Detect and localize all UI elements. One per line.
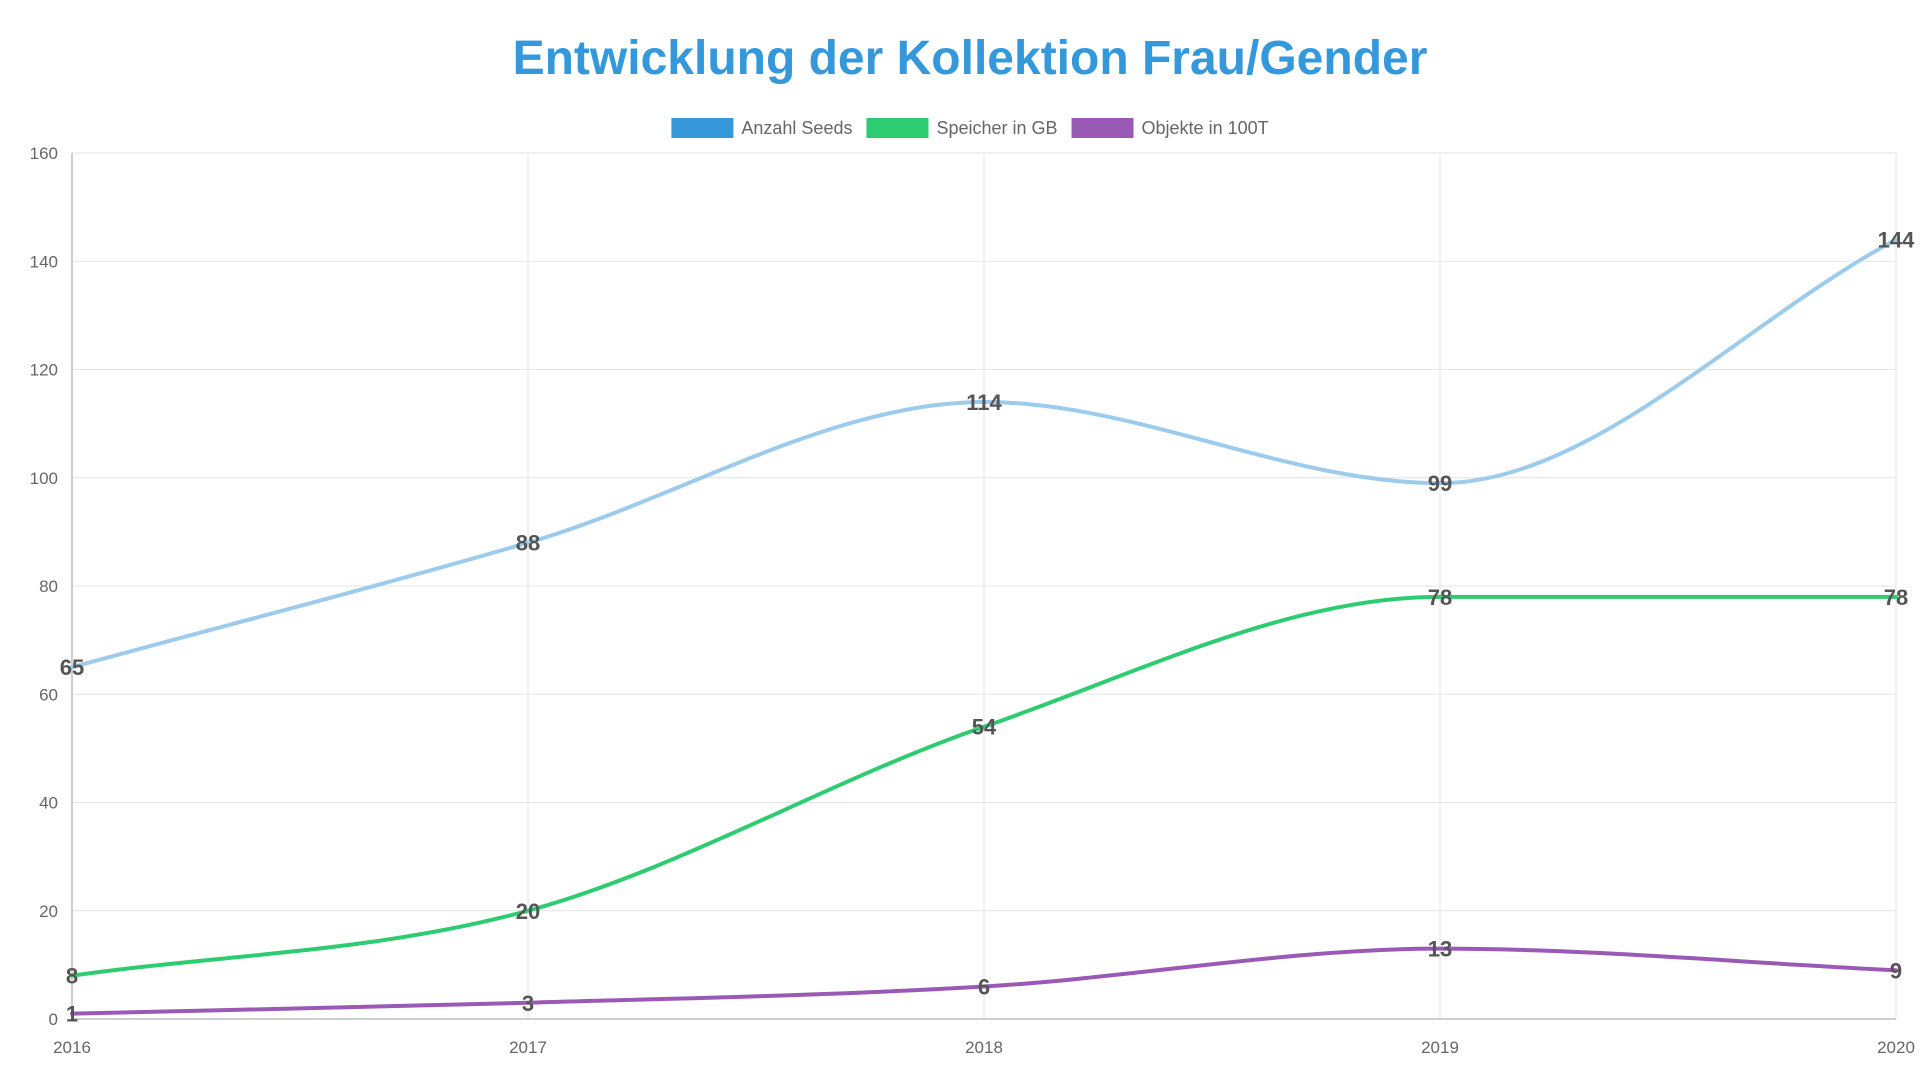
- legend-label: Objekte in 100T: [1142, 118, 1269, 138]
- y-tick-label: 80: [39, 577, 58, 596]
- y-tick-label: 40: [39, 794, 58, 813]
- x-tick-label: 2020: [1877, 1038, 1915, 1057]
- chart-title: Entwicklung der Kollektion Frau/Gender: [513, 32, 1428, 85]
- series-line: [70, 594, 1898, 978]
- x-tick-label: 2019: [1421, 1038, 1459, 1057]
- x-tick-label: 2018: [965, 1038, 1003, 1057]
- y-tick-label: 160: [30, 144, 58, 163]
- data-label: 8: [66, 964, 78, 989]
- legend-swatch: [866, 118, 929, 138]
- data-label: 3: [522, 991, 534, 1016]
- x-tick-label: 2017: [509, 1038, 547, 1057]
- legend-label: Speicher in GB: [936, 118, 1057, 138]
- legend-item[interactable]: Anzahl Seeds: [671, 118, 852, 138]
- series-line: [70, 946, 1898, 1016]
- legend-item[interactable]: Speicher in GB: [866, 118, 1058, 138]
- data-label: 78: [1428, 585, 1452, 610]
- series-lines: [70, 237, 1898, 1016]
- grid: [72, 152, 1897, 1019]
- y-tick-label: 20: [39, 902, 58, 921]
- series-line: [70, 237, 1898, 670]
- data-label: 114: [966, 390, 1002, 415]
- data-label: 99: [1428, 471, 1452, 496]
- y-tick-label: 120: [30, 361, 58, 380]
- legend-label: Anzahl Seeds: [741, 118, 852, 138]
- data-label: 20: [516, 899, 540, 924]
- data-label: 78: [1884, 585, 1908, 610]
- y-tick-label: 0: [49, 1010, 58, 1029]
- x-tick-label: 2016: [53, 1038, 91, 1057]
- y-tick-label: 60: [39, 685, 58, 704]
- y-tick-label: 100: [30, 469, 58, 488]
- data-label: 9: [1890, 958, 1902, 983]
- data-label: 54: [972, 715, 997, 740]
- legend-swatch: [1071, 118, 1134, 138]
- data-label: 144: [1878, 228, 1915, 253]
- data-label: 6: [978, 975, 990, 1000]
- y-tick-label: 140: [30, 252, 58, 271]
- data-label: 1: [66, 1002, 78, 1027]
- data-label: 65: [60, 655, 84, 680]
- legend-swatch: [671, 118, 734, 138]
- legend-item[interactable]: Objekte in 100T: [1071, 118, 1269, 138]
- data-label: 13: [1428, 937, 1452, 962]
- data-label: 88: [516, 531, 540, 556]
- legend: Anzahl Seeds Speicher in GB Objekte in 100…: [671, 118, 1269, 138]
